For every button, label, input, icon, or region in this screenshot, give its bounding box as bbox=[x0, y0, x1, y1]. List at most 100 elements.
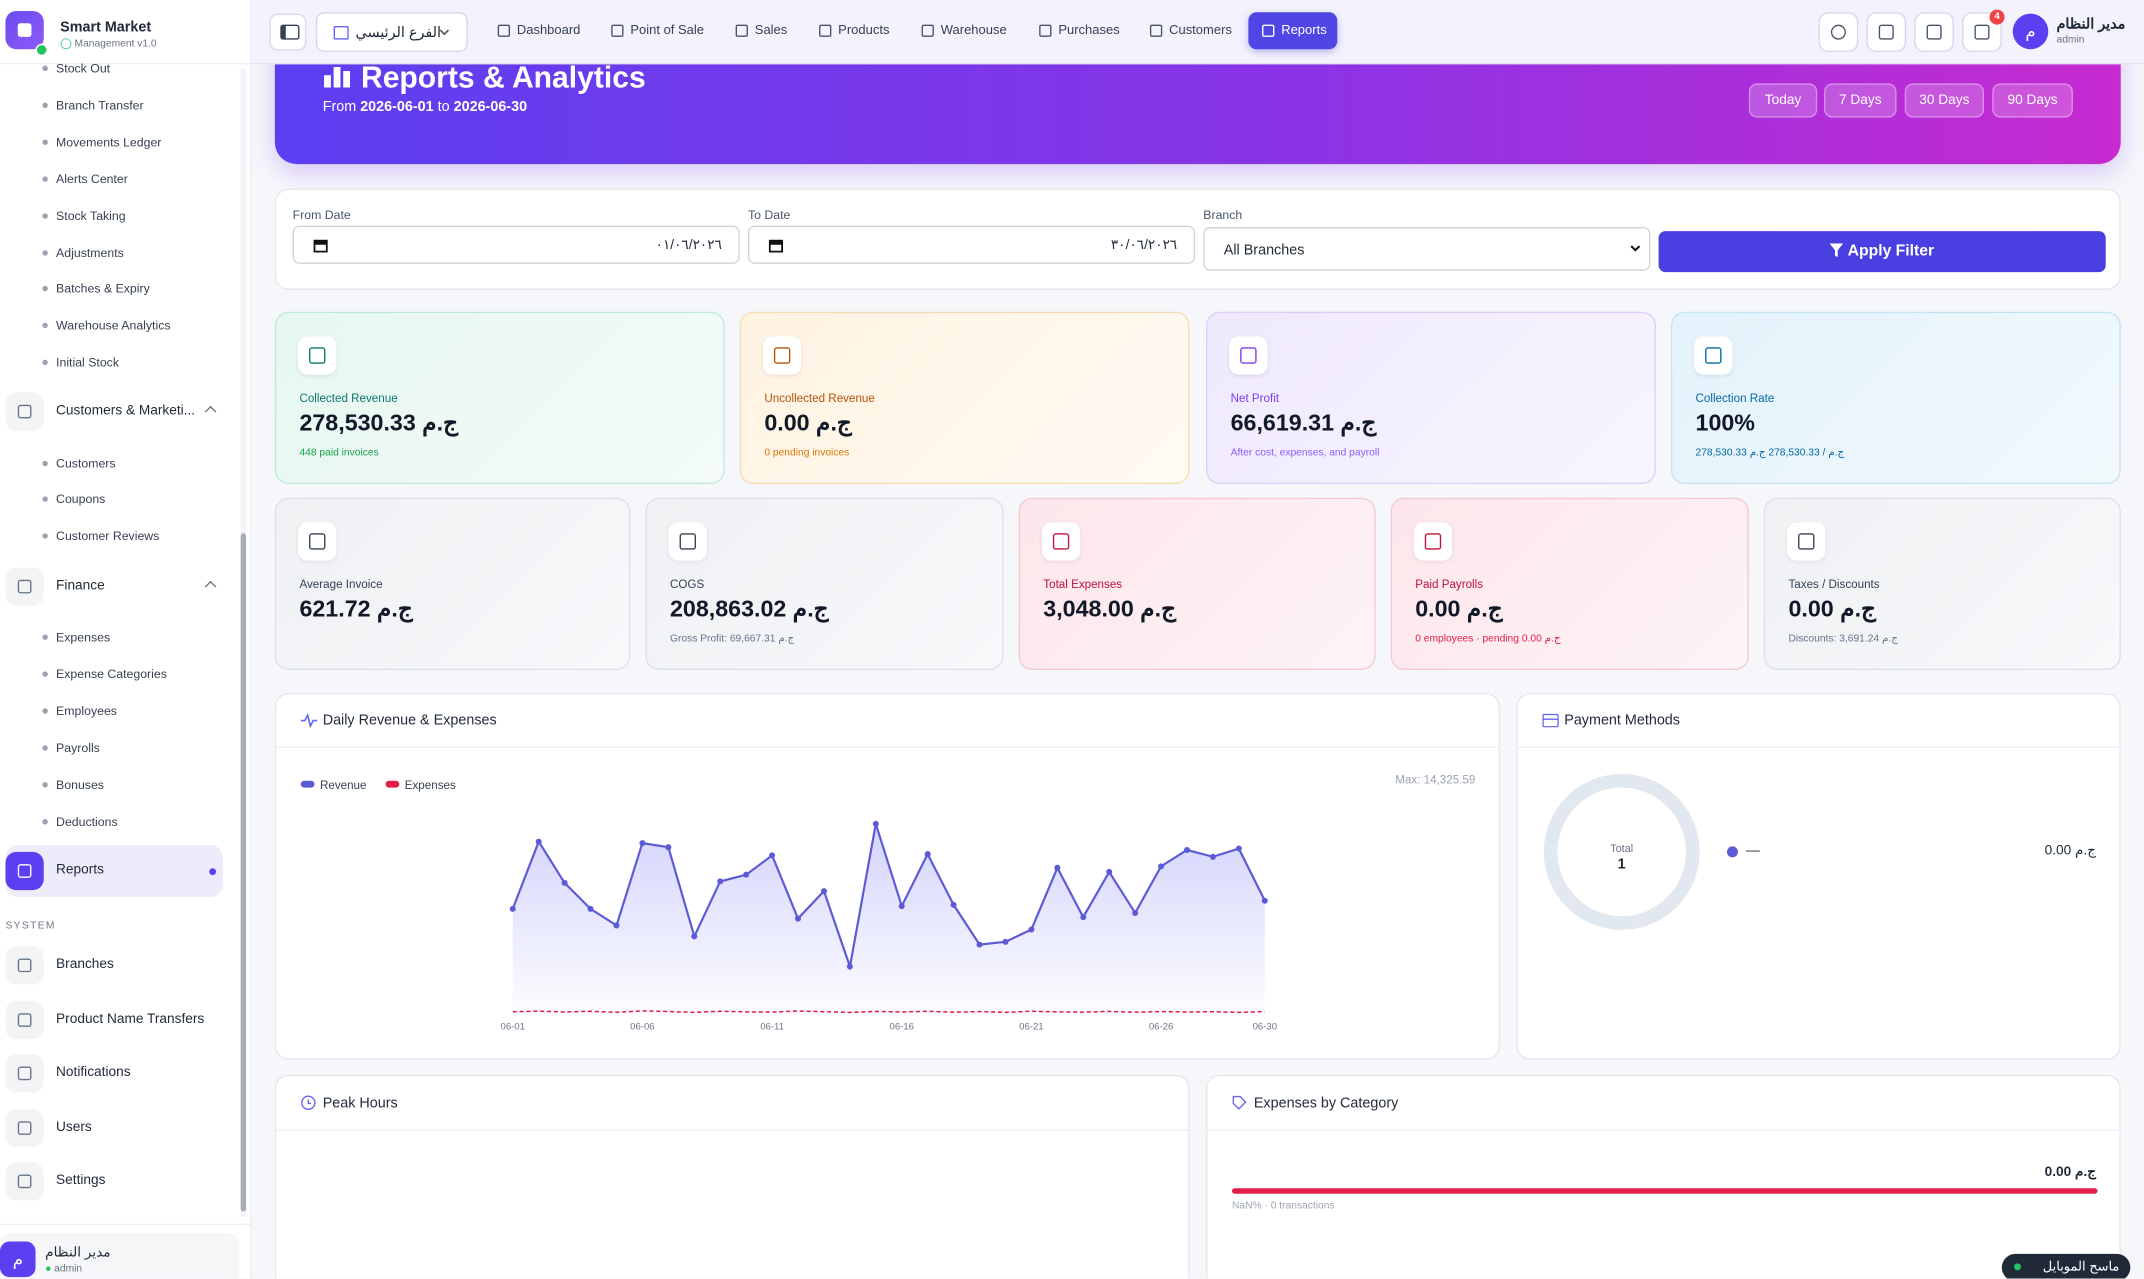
range-button[interactable]: Today bbox=[1748, 83, 1818, 118]
nav-icon bbox=[5, 392, 44, 431]
nav-tab[interactable]: Customers bbox=[1149, 12, 1243, 49]
kpi-label: Uncollected Revenue bbox=[764, 391, 875, 405]
nav-subitem-label: Deductions bbox=[56, 814, 118, 829]
icon-button[interactable] bbox=[1914, 12, 1954, 52]
nav-item[interactable]: Product Name Transfers bbox=[5, 994, 222, 1046]
status-dot bbox=[2014, 1263, 2021, 1271]
x-tick-label: 06-11 bbox=[760, 1022, 784, 1033]
icon-button[interactable]: 4 bbox=[1962, 9, 2005, 52]
data-point bbox=[1209, 853, 1216, 860]
nav-item[interactable]: Branches bbox=[5, 939, 222, 991]
icon-glyph bbox=[1974, 24, 1990, 40]
nav-tab[interactable]: Purchases bbox=[1039, 12, 1130, 49]
data-point bbox=[535, 838, 542, 845]
nav-subitem[interactable]: Alerts Center bbox=[27, 165, 232, 192]
chevron bbox=[204, 405, 217, 418]
sidebar: Smart Market ◯ Management v1.0 م مدير ال… bbox=[0, 0, 252, 1279]
activity-icon bbox=[300, 713, 318, 728]
sidebar-user[interactable]: م مدير النظام ● admin bbox=[0, 1233, 240, 1279]
nav-subitem[interactable]: Customer Reviews bbox=[27, 522, 232, 549]
bullet bbox=[42, 213, 48, 219]
bullet bbox=[42, 533, 48, 539]
nav-subitem[interactable]: Adjustments bbox=[27, 239, 232, 266]
user-avatar: م bbox=[0, 1241, 36, 1278]
nav-subitem[interactable]: Expense Categories bbox=[27, 660, 232, 687]
kpi-value: 208,863.02 ج.م bbox=[670, 596, 829, 623]
branch-value: All Branches bbox=[1223, 242, 1305, 259]
icon-glyph bbox=[1240, 347, 1257, 364]
sidebar-toggle[interactable] bbox=[269, 13, 307, 51]
nav-subitem[interactable]: Initial Stock bbox=[27, 349, 232, 376]
data-point bbox=[820, 888, 827, 895]
bullet bbox=[42, 671, 48, 677]
data-point bbox=[769, 852, 776, 859]
range-button-label: 7 Days bbox=[1839, 92, 1882, 109]
icon-glyph bbox=[17, 1121, 32, 1135]
nav-item[interactable]: Customers & Marketi... bbox=[5, 386, 222, 438]
nav-subitem-label: Expenses bbox=[56, 630, 111, 645]
nav-subitem[interactable]: Stock Taking bbox=[27, 202, 232, 229]
kpi-value: 0.00 ج.م bbox=[1415, 596, 1503, 623]
nav-tab[interactable]: Products bbox=[819, 12, 900, 49]
nav-subitem[interactable]: Payrolls bbox=[27, 734, 232, 761]
icon-button[interactable] bbox=[1818, 12, 1859, 52]
range-button[interactable]: 7 Days bbox=[1824, 83, 1897, 118]
nav-item-active[interactable]: Reports bbox=[5, 845, 223, 897]
version-text: Management v1.0 bbox=[74, 36, 157, 50]
nav-subitem[interactable]: Batches & Expiry bbox=[27, 275, 232, 302]
apply-filter-button[interactable]: Apply Filter bbox=[1658, 231, 2106, 273]
nav-tab[interactable]: Warehouse bbox=[921, 12, 1018, 49]
store-icon bbox=[333, 25, 349, 40]
nav-subitem[interactable]: Bonuses bbox=[27, 771, 232, 798]
legend-name: — bbox=[1746, 843, 1760, 859]
data-point bbox=[691, 933, 698, 940]
mobile-scanner-button[interactable]: ماسح الموبايل bbox=[2001, 1253, 2131, 1279]
branch-select[interactable]: All Branches bbox=[1203, 226, 1651, 271]
brand-logo bbox=[5, 10, 48, 57]
nav-subitem[interactable]: Customers bbox=[27, 450, 232, 477]
nav-tab[interactable]: Point of Sale bbox=[611, 12, 715, 49]
nav-tab-label: Dashboard bbox=[516, 23, 581, 39]
nav-item[interactable]: Notifications bbox=[5, 1047, 222, 1099]
from-date-input[interactable]: ٠١/٠٦/٢٠٢٦ bbox=[292, 225, 740, 264]
nav-subitem[interactable]: Coupons bbox=[27, 485, 232, 512]
nav-item[interactable]: Users bbox=[5, 1102, 222, 1154]
range-button[interactable]: 30 Days bbox=[1904, 83, 1985, 118]
legend-label: Revenue bbox=[319, 778, 367, 792]
kpi-icon bbox=[1041, 522, 1081, 561]
nav-subitem[interactable]: Employees bbox=[27, 697, 232, 724]
nav-subitem-label: Batches & Expiry bbox=[56, 281, 150, 296]
nav-tab[interactable]: Sales bbox=[735, 12, 799, 49]
to-date-value: ٣٠/٠٦/٢٠٢٦ bbox=[1110, 237, 1178, 253]
to-date-input[interactable]: ٣٠/٠٦/٢٠٢٦ bbox=[747, 225, 1196, 264]
branch-switcher[interactable]: الفرع الرئيسي bbox=[315, 12, 468, 52]
nav-subitem[interactable]: Deductions bbox=[27, 808, 232, 835]
nav-subitem[interactable]: Branch Transfer bbox=[27, 92, 232, 119]
kpi-card: Paid Payrolls 0.00 ج.م 0 employees · pendi… bbox=[1390, 497, 1749, 671]
nav-subitem[interactable]: Warehouse Analytics bbox=[27, 312, 232, 339]
bullet bbox=[42, 634, 48, 640]
icon-glyph bbox=[773, 347, 791, 364]
user-avatar[interactable]: م bbox=[2012, 13, 2049, 50]
icon-glyph bbox=[1424, 533, 1442, 550]
nav-subitem[interactable]: Stock Out bbox=[27, 55, 232, 82]
icon-button[interactable] bbox=[1866, 12, 1907, 52]
from-date-label: From Date bbox=[292, 207, 351, 222]
range-button[interactable]: 90 Days bbox=[1992, 83, 2073, 118]
nav-item[interactable]: Finance bbox=[5, 561, 222, 613]
nav-subitem[interactable]: Expenses bbox=[27, 624, 232, 651]
data-point bbox=[665, 844, 672, 851]
chevron bbox=[439, 29, 450, 36]
nav-item[interactable]: Settings bbox=[5, 1155, 222, 1207]
nav-tab-active[interactable]: Reports bbox=[1248, 12, 1338, 50]
nav-subitem-label: Customers bbox=[56, 456, 116, 471]
legend-label: Expenses bbox=[404, 778, 456, 792]
nav-subitem-label: Payrolls bbox=[56, 741, 100, 755]
nav-tab[interactable]: Dashboard bbox=[497, 12, 592, 49]
kpi-note: 0 pending invoices bbox=[764, 445, 850, 459]
kpi-label: Taxes / Discounts bbox=[1788, 577, 1880, 591]
nav-subitem-label: Movements Ledger bbox=[56, 135, 162, 150]
kpi-card: Net Profit 66,619.31 ج.م After cost, expen… bbox=[1206, 311, 1656, 485]
nav-subitem[interactable]: Movements Ledger bbox=[27, 129, 232, 156]
